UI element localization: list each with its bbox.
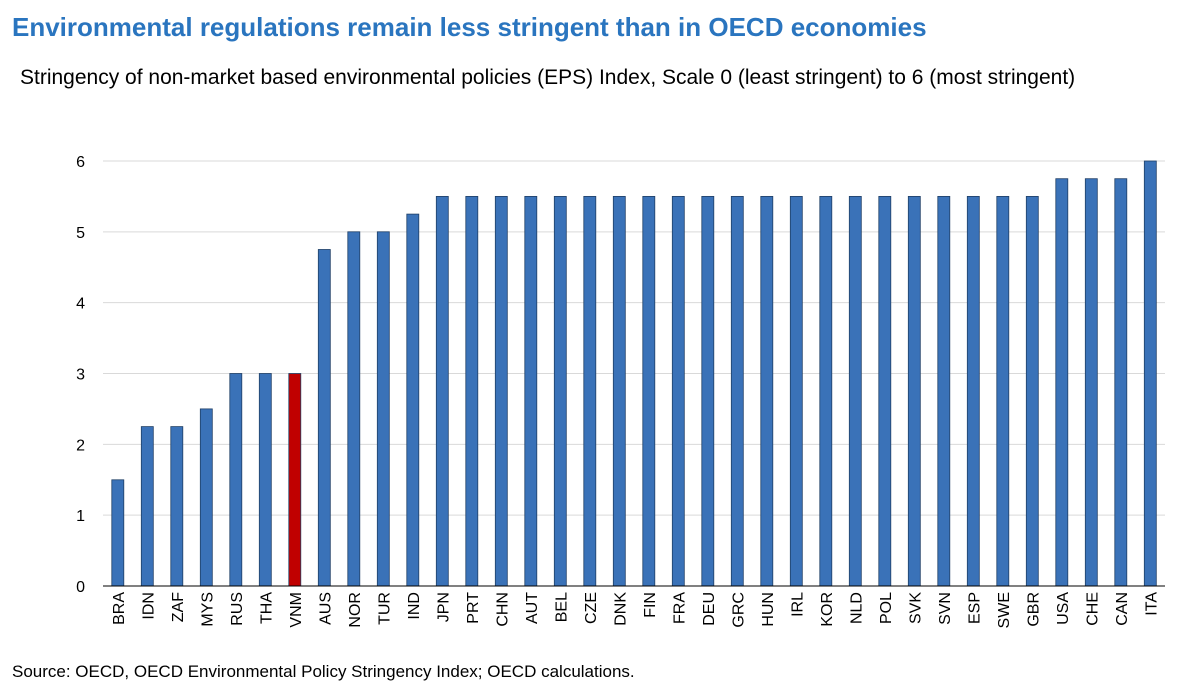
bar-tha <box>258 373 272 587</box>
x-tick-label: GBR <box>1025 592 1042 627</box>
x-tick-label: NLD <box>848 592 865 624</box>
y-tick-label: 4 <box>76 296 85 313</box>
x-tick-label: TUR <box>376 592 393 625</box>
bar-vnm <box>288 373 302 587</box>
x-axis: BRA IDN ZAF MYS RUS THA VNM AUS NOR TUR IND JPN PRT C… <box>103 585 1165 628</box>
x-tick-label: JPN <box>435 592 452 622</box>
x-tick-label: BEL <box>553 592 570 622</box>
bar-bel <box>553 195 567 587</box>
bar-cze <box>583 195 597 587</box>
bar-can <box>1114 178 1128 587</box>
x-tick-label: VNM <box>288 592 305 628</box>
x-tick-label: CZE <box>583 592 600 624</box>
x-tick-label: CHE <box>1084 592 1101 626</box>
bar-che <box>1084 178 1098 587</box>
gridlines <box>103 160 1165 516</box>
bar-tur <box>376 231 390 587</box>
y-tick-label: 3 <box>76 367 85 384</box>
bar-bra <box>111 479 125 587</box>
bar-svk <box>907 195 921 587</box>
x-tick-label: DNK <box>612 592 629 626</box>
x-tick-label: IDN <box>140 592 157 620</box>
bar-fin <box>642 195 656 587</box>
x-tick-label: SVN <box>937 592 954 625</box>
x-tick-label: USA <box>1055 592 1072 625</box>
bar-nor <box>347 231 361 587</box>
x-tick-label: CHN <box>494 592 511 627</box>
bar-nld <box>848 195 862 587</box>
x-tick-label: ITA <box>1143 592 1160 616</box>
x-tick-label: IRL <box>789 592 806 617</box>
x-tick-label: HUN <box>760 592 777 627</box>
source-note: Source: OECD, OECD Environmental Policy … <box>12 662 635 681</box>
chart-title: Environmental regulations remain less st… <box>12 12 927 42</box>
bar-prt <box>465 195 479 587</box>
x-tick-label: BRA <box>111 592 128 625</box>
bar-gbr <box>1025 195 1039 587</box>
bar-esp <box>966 195 980 587</box>
x-tick-label: SVK <box>907 592 924 624</box>
x-tick-label: PRT <box>465 592 482 624</box>
bar-aus <box>317 249 331 587</box>
bar-fra <box>671 195 685 587</box>
x-tick-label: FRA <box>671 592 688 624</box>
x-tick-label: THA <box>258 592 275 624</box>
x-tick-label: AUS <box>317 592 334 625</box>
bar-pol <box>878 195 892 587</box>
x-tick-label: KOR <box>819 592 836 627</box>
bars <box>111 160 1157 587</box>
bar-svn <box>937 195 951 587</box>
y-axis: 0 1 2 3 4 5 6 <box>76 154 85 596</box>
bar-dnk <box>612 195 626 587</box>
x-tick-label: MYS <box>199 592 216 627</box>
bar-swe <box>996 195 1010 587</box>
bar-zaf <box>170 426 184 587</box>
x-tick-label: DEU <box>701 592 718 626</box>
bar-usa <box>1055 178 1069 587</box>
bar-chn <box>494 195 508 587</box>
y-tick-label: 1 <box>76 508 85 525</box>
bar-kor <box>819 195 833 587</box>
x-tick-label: GRC <box>730 592 747 628</box>
chart-subtitle: Stringency of non-market based environme… <box>20 66 1076 89</box>
bar-hun <box>760 195 774 587</box>
x-tick-label: RUS <box>229 592 246 626</box>
x-tick-label: IND <box>406 592 423 620</box>
x-tick-label: CAN <box>1114 592 1131 626</box>
y-tick-label: 2 <box>76 437 85 454</box>
bar-aut <box>524 195 538 587</box>
x-tick-label: ESP <box>966 592 983 624</box>
bar-rus <box>229 373 243 587</box>
x-tick-label: SWE <box>996 592 1013 628</box>
bar-irl <box>789 195 803 587</box>
x-tick-label: NOR <box>347 592 364 628</box>
bar-jpn <box>435 195 449 587</box>
bar-ind <box>406 213 420 587</box>
bar-idn <box>140 426 154 587</box>
bar-grc <box>730 195 744 587</box>
y-tick-label: 5 <box>76 225 85 242</box>
x-tick-label: FIN <box>642 592 659 618</box>
y-tick-label: 0 <box>76 579 85 596</box>
bar-deu <box>701 195 715 587</box>
bar-mys <box>199 408 213 587</box>
x-tick-label: POL <box>878 592 895 624</box>
x-tick-label: AUT <box>524 592 541 624</box>
x-tick-label: ZAF <box>170 592 187 622</box>
y-tick-label: 6 <box>76 154 85 171</box>
bar-ita <box>1143 160 1157 587</box>
